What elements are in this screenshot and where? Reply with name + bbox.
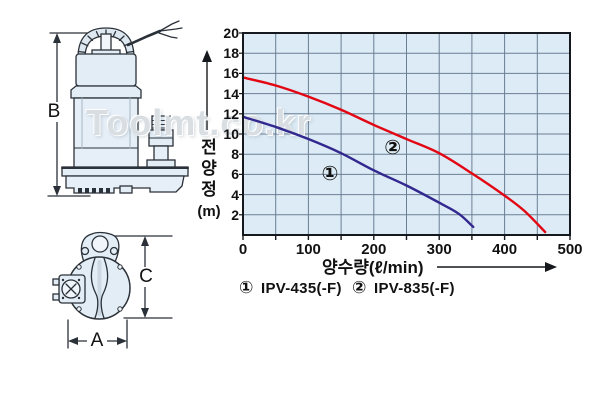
y-axis-title-char-1: 전	[201, 138, 217, 157]
curve-marker-label-2: ②	[384, 137, 402, 160]
pump-curve-2	[241, 76, 547, 234]
curve-marker-label-1: ①	[321, 163, 339, 186]
y-tick-label: 18	[223, 45, 239, 62]
y-tick-label: 10	[223, 126, 239, 142]
dimension-label-c: C	[136, 267, 156, 287]
x-tick-label: 500	[557, 241, 583, 258]
y-tick-label: 2	[231, 206, 239, 223]
legend-marker-1: ①	[239, 278, 254, 297]
pump-base	[61, 166, 189, 194]
x-tick-label: 200	[361, 241, 387, 258]
y-tick-label: 12	[223, 105, 239, 122]
legend-marker-2: ②	[352, 278, 367, 297]
x-tick-label: 400	[492, 241, 518, 258]
y-axis-title-unit: (m)	[197, 203, 221, 220]
top-view-discharge-fitting	[52, 274, 86, 304]
screw-marks	[76, 264, 123, 312]
pump-curve-1	[241, 115, 475, 229]
y-axis-title-char-3: 정	[201, 180, 217, 199]
y-tick-label: 20	[223, 25, 239, 41]
dimension-label-b: B	[44, 102, 64, 122]
pump-top-view-drawing	[52, 231, 173, 349]
x-tick-label: 300	[426, 241, 452, 258]
top-view-handle-mount	[80, 231, 120, 263]
x-tick-label: 0	[238, 241, 248, 258]
legend-label-1: IPV-435(-F)	[261, 280, 342, 297]
dimension-label-a: A	[87, 331, 107, 351]
x-axis-arrow	[437, 262, 557, 272]
x-axis-title: 양수량(ℓ/min)	[322, 258, 424, 277]
y-axis-arrow	[202, 50, 212, 130]
x-tick-label: 100	[295, 241, 321, 258]
y-tick-label: 6	[231, 166, 239, 183]
y-tick-label: 4	[231, 186, 239, 203]
y-tick-label: 14	[223, 85, 239, 102]
site-watermark: Toolmt.co.kr	[86, 102, 312, 143]
pump-cap-flange	[70, 85, 142, 99]
pump-body	[73, 97, 139, 169]
y-tick-label: 16	[223, 65, 239, 82]
y-axis-title-char-2: 양	[201, 159, 217, 178]
y-tick-label: 8	[231, 146, 239, 163]
top-view-channel	[90, 257, 109, 319]
power-cable	[126, 20, 183, 47]
legend-label-2: IPV-835(-F)	[374, 280, 455, 297]
pump-side-view-drawing	[47, 20, 189, 197]
